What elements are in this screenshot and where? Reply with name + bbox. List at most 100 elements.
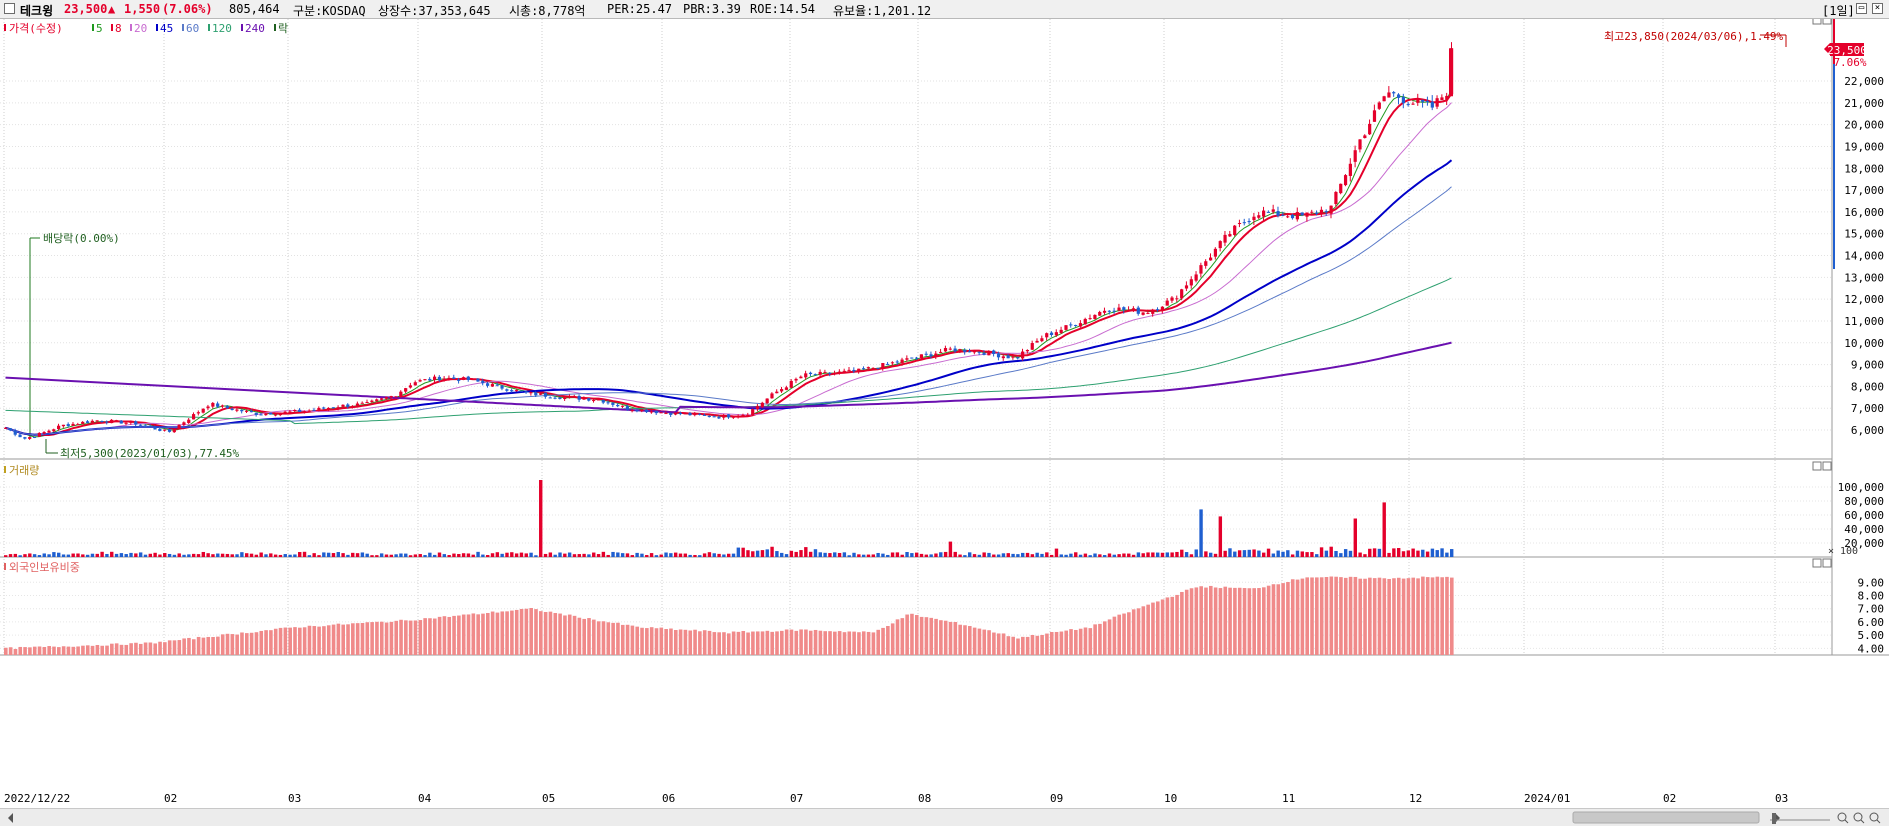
volume-bar: [1098, 554, 1102, 557]
foreign-ownership-bar: [727, 633, 731, 655]
foreign-ownership-bar: [408, 620, 413, 655]
foreign-ownership-bar: [1011, 636, 1015, 655]
candle-body: [1392, 92, 1396, 94]
volume-bar: [1242, 550, 1247, 557]
volume-bar: [365, 553, 369, 557]
volume-bars[interactable]: [4, 480, 1454, 557]
price-axis-label: 16,000: [1844, 206, 1884, 219]
foreign-ownership-bar: [968, 626, 972, 655]
foreign-ownership-bar: [481, 613, 485, 655]
candle-body: [1059, 329, 1063, 333]
volume-bar: [828, 553, 832, 557]
volume-bar: [842, 552, 847, 557]
candle-body: [712, 416, 716, 418]
foreign-ownership-bar: [972, 627, 977, 655]
price-change-pct: (7.06%): [162, 2, 213, 16]
foreign-ownership-bar: [1035, 635, 1040, 655]
foreign-ownership-bar: [76, 646, 80, 655]
square-outline-icon[interactable]: [4, 3, 15, 14]
period-selector[interactable]: [1일]: [1822, 4, 1855, 18]
volume-bar: [1392, 548, 1396, 557]
volume-bar: [71, 553, 75, 557]
volume-bar: [1329, 546, 1333, 557]
panel-controls[interactable]: [1812, 15, 1832, 568]
candle-body: [953, 348, 957, 352]
volume-bar: [1213, 553, 1218, 557]
volume-bar: [293, 554, 297, 557]
foreign-ownership-bar: [298, 627, 302, 655]
volume-bar: [592, 552, 596, 557]
foreign-ownership-bar: [1184, 589, 1189, 655]
foreign-ownership-bar: [1233, 587, 1237, 655]
volume-bar: [110, 551, 114, 557]
price-axis-label: 14,000: [1844, 250, 1884, 263]
candle-body: [428, 378, 432, 381]
foreign-ownership-bar: [755, 631, 760, 655]
candle-body: [365, 401, 369, 403]
candle-body: [437, 376, 441, 381]
candle-body: [399, 391, 403, 397]
legend-drop-label: 락: [278, 22, 288, 35]
candle-body: [1319, 209, 1324, 214]
stock-name[interactable]: 테크윙: [20, 4, 54, 18]
foreign-ownership-bar: [129, 643, 133, 655]
foreign-ownership-bar: [1064, 630, 1068, 655]
foreign-ownership-bar: [1180, 591, 1184, 655]
volume-bar: [28, 553, 32, 557]
zoom-slider[interactable]: [1770, 813, 1830, 824]
candle-body: [384, 397, 388, 399]
volume-bar: [52, 552, 56, 557]
candle-body: [423, 379, 427, 381]
foreign-ownership-bar: [939, 620, 943, 655]
volume-bar: [283, 554, 287, 557]
chart-scrollbar[interactable]: [0, 808, 1889, 826]
candle-body: [1271, 209, 1275, 212]
volume-axis-label: 100,000: [1838, 481, 1884, 494]
volume-bar: [259, 552, 263, 557]
foreign-ownership-bar: [640, 627, 644, 655]
date-axis-label: 2022/12/22: [4, 792, 70, 805]
price-candles[interactable]: [4, 42, 1454, 440]
candle-body: [1223, 234, 1227, 243]
candle-body: [148, 425, 152, 427]
zoom-in-icon[interactable]: [1869, 812, 1881, 824]
price-axis-label: 13,000: [1844, 271, 1884, 284]
foreign-ownership-bar: [1377, 577, 1382, 655]
volume-bar: [278, 554, 283, 557]
volume-bar: [196, 554, 201, 557]
candle-body: [47, 430, 51, 433]
volume-bar: [269, 553, 273, 557]
chart-area[interactable]: 가격(수정) 5 8 20 45 60 120 240 락 배당락(0.00%) 최고23,…: [0, 15, 1889, 808]
scrollbar-thumb[interactable]: [1572, 811, 1760, 824]
volume-bar: [47, 554, 51, 557]
foreign-ownership-bar: [1247, 588, 1252, 655]
candle-body: [1098, 311, 1102, 316]
restore-window-icon[interactable]: ▭: [1856, 3, 1867, 14]
candle-body: [1064, 325, 1068, 330]
candle-body: [1054, 332, 1058, 336]
foreign-ownership-bar: [548, 611, 553, 655]
zoom-reset-icon[interactable]: [1853, 812, 1865, 824]
volume-bar: [177, 553, 181, 557]
volume-bar: [1281, 551, 1285, 557]
foreign-ownership-bars[interactable]: [4, 576, 1454, 655]
volume-bar: [736, 547, 741, 557]
volume-bar: [727, 553, 731, 557]
foreign-ownership-bar: [167, 640, 172, 655]
volume-bar: [191, 553, 196, 557]
foreign-ownership-bar: [1295, 579, 1300, 655]
foreign-ownership-bar: [702, 630, 707, 655]
volume-bar: [1127, 553, 1131, 557]
close-window-icon[interactable]: ×: [1872, 3, 1883, 14]
volume-bar: [379, 553, 384, 557]
scroll-left-icon[interactable]: [8, 813, 13, 823]
candle-body: [307, 410, 311, 412]
date-axis-label: 08: [918, 792, 931, 805]
zoom-out-icon[interactable]: [1837, 812, 1849, 824]
candle-body: [837, 371, 842, 373]
volume-bar: [225, 553, 230, 557]
foreign-ownership-bar: [235, 634, 239, 655]
volume-bar: [620, 553, 625, 557]
foreign-ownership-bar: [1450, 577, 1454, 655]
foreign-ownership-bar: [158, 641, 162, 655]
